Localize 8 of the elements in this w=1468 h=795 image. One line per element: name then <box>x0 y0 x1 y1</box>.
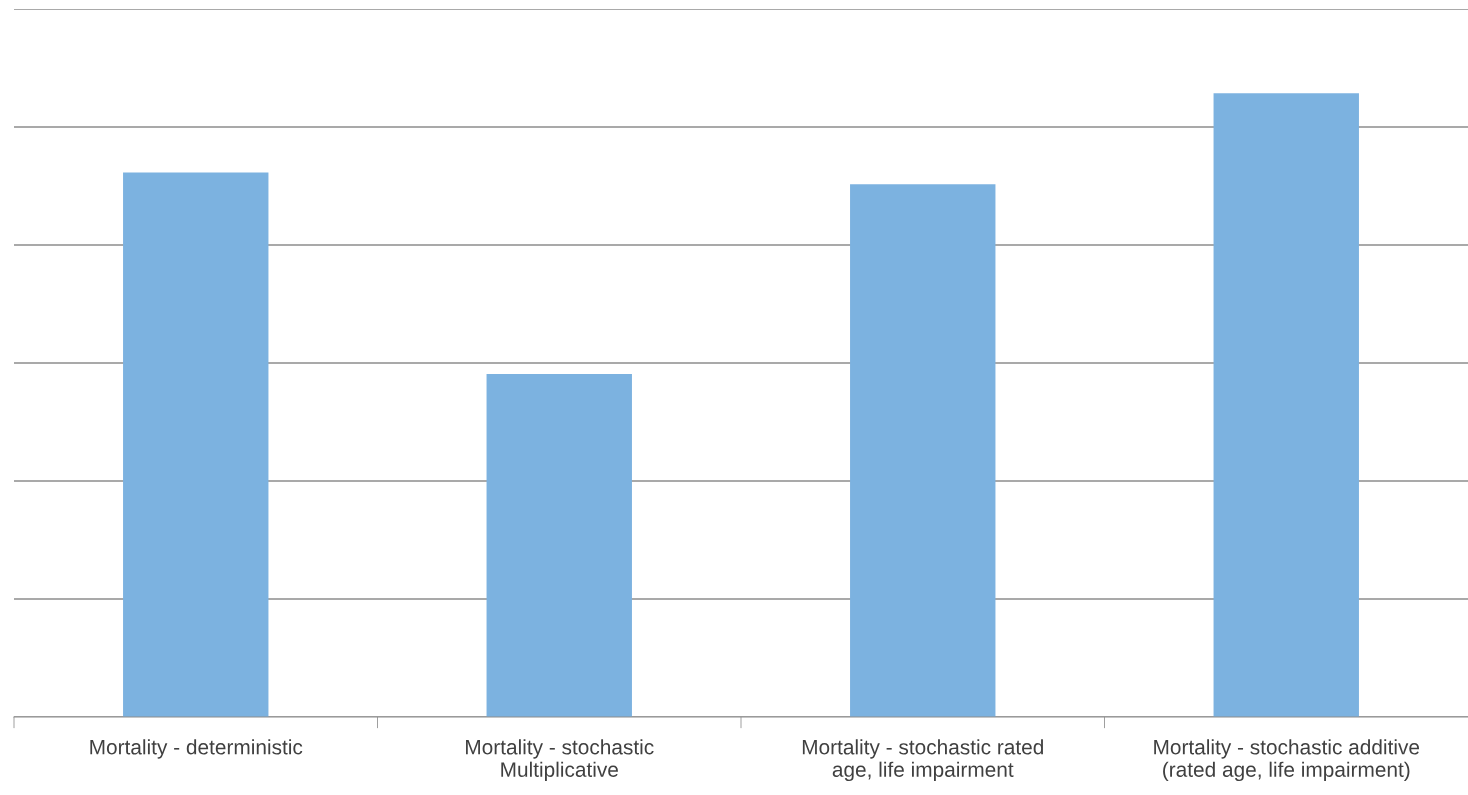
x-tick-label: Mortality - deterministic <box>90 739 303 759</box>
x-tick-label: Mortality - stochastic additive (rated age, life impairment) <box>1154 739 1420 782</box>
bar <box>850 184 996 717</box>
x-tick-label: Mortality - stochastic rated age, life impairment <box>802 739 1043 782</box>
bar <box>486 373 632 717</box>
x-tick-label: Mortality - stochastic Multiplicative <box>466 739 654 782</box>
bar <box>123 172 269 717</box>
bar <box>1213 93 1359 717</box>
